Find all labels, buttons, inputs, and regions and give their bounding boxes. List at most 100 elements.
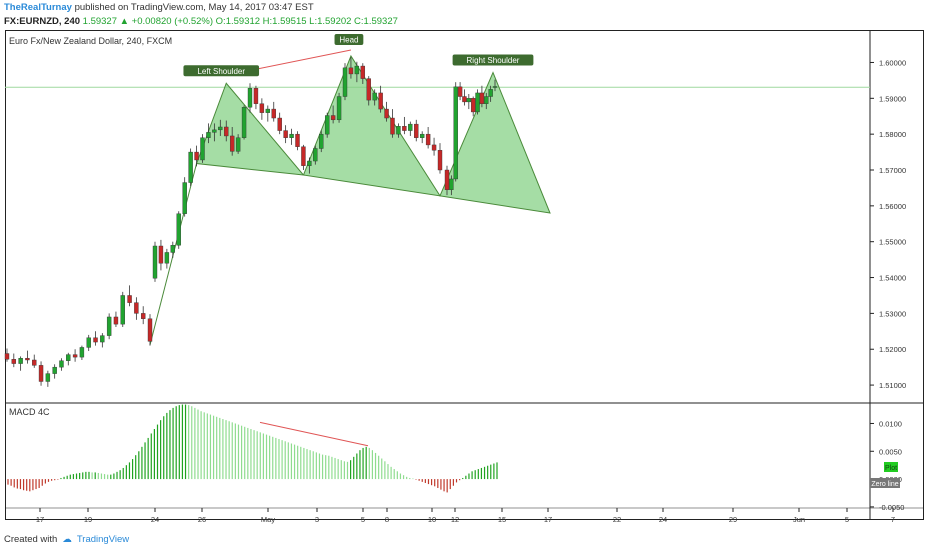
candle-body xyxy=(307,160,312,166)
candle-body xyxy=(170,245,176,253)
divergence-line-macd xyxy=(259,421,369,447)
candle-body xyxy=(301,146,306,166)
candle-body xyxy=(425,133,431,146)
time-axis-label: Jun xyxy=(793,515,805,524)
tradingview-logo-icon: ☁ xyxy=(62,533,72,545)
candle-body xyxy=(4,353,10,360)
time-axis-label: 17 xyxy=(36,515,44,524)
left-shoulder-label-bg xyxy=(183,65,260,77)
candle-body xyxy=(360,65,366,79)
candle-body xyxy=(158,245,164,264)
candle-body xyxy=(462,96,467,103)
candle-body xyxy=(470,98,476,113)
candle-body xyxy=(113,316,119,325)
candle-body xyxy=(120,295,125,325)
candle-body xyxy=(336,96,342,121)
time-axis-label: 22 xyxy=(613,515,621,524)
price-axis-label: 1.52000 xyxy=(879,345,906,354)
candle-body xyxy=(283,130,288,138)
candle-body xyxy=(93,337,98,343)
candle-body xyxy=(408,123,413,131)
candle-body xyxy=(390,117,395,135)
candle-body xyxy=(86,337,91,348)
time-axis-label: 19 xyxy=(84,515,92,524)
zero-line-badge: Zero line xyxy=(871,481,898,488)
candle-body xyxy=(396,126,401,135)
candle-body xyxy=(295,133,300,147)
candle-body xyxy=(414,123,419,138)
published-text: published on TradingView.com, May 14, 20… xyxy=(74,2,314,13)
candle-body xyxy=(176,213,181,246)
time-axis-label: 5 xyxy=(361,515,365,524)
left-shoulder-label: Left Shoulder xyxy=(197,67,245,76)
chart-header: TheRealTurnay published on TradingView.c… xyxy=(4,1,924,29)
price-axis-label: 1.59000 xyxy=(879,94,906,103)
candle-body xyxy=(265,108,271,113)
tradingview-brand[interactable]: TradingView xyxy=(76,533,130,545)
candle-body xyxy=(271,108,276,119)
price-axis-label: 1.53000 xyxy=(879,309,906,318)
candle-body xyxy=(127,295,132,303)
price-axis-label: 1.56000 xyxy=(879,202,906,211)
time-axis-label: 17 xyxy=(544,515,552,524)
macd-axis-label: 0.0100 xyxy=(879,419,902,428)
candle-body xyxy=(152,245,158,279)
candle-body xyxy=(342,67,348,97)
right-shoulder-label: Right Shoulder xyxy=(467,56,520,65)
candle-body xyxy=(384,108,389,119)
candle-body xyxy=(79,347,85,358)
author-link[interactable]: TheRealTurnay xyxy=(4,2,72,13)
time-axis-label: 7 xyxy=(891,515,895,524)
macd-title: MACD 4C xyxy=(9,407,50,417)
created-with-text: Created with xyxy=(4,533,58,545)
candle-body xyxy=(52,366,57,374)
candle-body xyxy=(66,354,71,361)
candle-body xyxy=(212,129,217,133)
candle-body xyxy=(106,316,112,336)
ohlc-values: O:1.59312 H:1.59515 L:1.59202 C:1.59327 xyxy=(215,16,398,27)
candle-body xyxy=(224,126,229,137)
candle-body xyxy=(475,92,480,113)
candle-body xyxy=(38,365,44,382)
candle-body xyxy=(348,67,354,75)
candle-body xyxy=(449,178,454,190)
candle-body xyxy=(253,88,259,104)
time-axis-label: 5 xyxy=(845,515,849,524)
candle-body xyxy=(164,252,170,264)
right-shoulder-label-bg xyxy=(452,54,534,66)
time-axis-label: 24 xyxy=(151,515,159,524)
time-axis-label: 15 xyxy=(498,515,506,524)
candle-body xyxy=(366,78,371,101)
pattern-leg-line xyxy=(149,163,198,346)
price-axis-label: 1.54000 xyxy=(879,274,906,283)
time-axis-label: 3 xyxy=(315,515,319,524)
candle-body xyxy=(59,360,64,368)
candle-body xyxy=(277,117,282,131)
price-chart-title: Euro Fx/New Zealand Dollar, 240, FXCM xyxy=(9,36,172,46)
candle-body xyxy=(479,92,485,104)
candle-body xyxy=(11,359,17,364)
left-shoulder-triangle xyxy=(195,82,305,176)
macd-axis-label: -0.0050 xyxy=(879,503,904,512)
candle-body xyxy=(235,137,241,152)
candle-body xyxy=(330,115,336,121)
head-label: Head xyxy=(339,36,358,45)
time-axis-label: 26 xyxy=(198,515,206,524)
candle-body xyxy=(182,182,187,214)
candle-body xyxy=(437,150,443,171)
candle-body xyxy=(466,98,472,103)
candle-body xyxy=(206,132,211,138)
candle-body xyxy=(319,133,324,149)
footer: Created with ☁ TradingView xyxy=(4,530,129,548)
candle-body xyxy=(247,88,253,108)
candle-body xyxy=(241,107,247,138)
candle-body xyxy=(72,354,78,358)
candle-body xyxy=(444,169,450,190)
candle-body xyxy=(218,126,223,131)
price-axis-label: 1.60000 xyxy=(879,58,906,67)
candle-body xyxy=(453,86,458,180)
candle-body xyxy=(289,133,294,138)
candle-body xyxy=(259,103,265,113)
candle-body xyxy=(488,89,493,97)
